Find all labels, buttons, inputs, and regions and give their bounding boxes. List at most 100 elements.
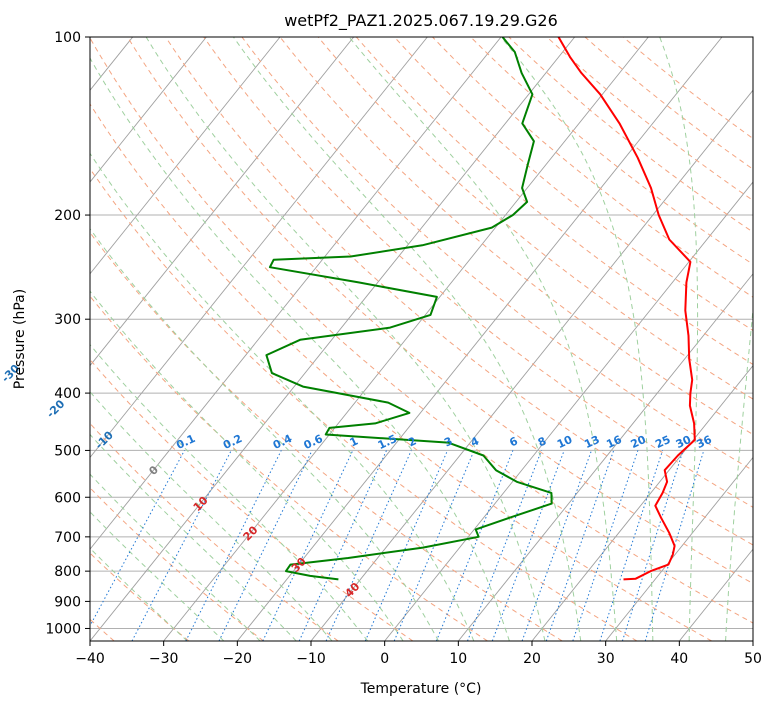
moist-adiabat-line — [90, 343, 369, 641]
mixing-ratio-line — [393, 450, 475, 641]
mixing-ratio-line — [599, 450, 664, 641]
dry-adiabat-line — [546, 37, 753, 202]
chart-title: wetPf2_PAZ1.2025.067.19.29.G26 — [284, 11, 558, 31]
dry-adiabat-line — [279, 37, 753, 435]
dry-adiabat-line — [394, 37, 753, 332]
mixing-ratio-line — [325, 450, 412, 641]
dry-adiabat-line — [90, 37, 753, 624]
y-tick-label: 100 — [54, 30, 81, 46]
isotherm-line — [752, 640, 753, 641]
x-tick-label: −20 — [223, 651, 253, 667]
dry-adiabat-line — [90, 167, 638, 641]
moist-adiabat-line — [90, 290, 404, 641]
mixing-ratio-line — [364, 450, 448, 641]
mixing-ratio-label: 13 — [582, 433, 601, 451]
x-tick-label: −40 — [75, 651, 105, 667]
mixing-ratio-line — [298, 450, 387, 641]
x-axis-label: Temperature (°C) — [360, 681, 482, 697]
x-tick-label: 50 — [744, 651, 762, 667]
mixing-ratio-line — [435, 450, 514, 641]
y-tick-label: 600 — [54, 490, 81, 506]
mixing-ratio-line — [572, 450, 639, 641]
isotherm-line — [531, 364, 753, 641]
moist-adiabat-line — [232, 37, 582, 641]
isotherm-line — [0, 37, 59, 641]
isotherm-line — [163, 37, 649, 641]
dry-adiabat-line — [90, 103, 712, 641]
dry-adiabat-line — [90, 422, 339, 641]
isotherm-line — [678, 548, 753, 641]
mixing-ratio-label: 25 — [653, 433, 672, 451]
x-tick-label: 20 — [523, 651, 541, 667]
y-tick-label: 200 — [54, 208, 81, 224]
y-tick-label: 900 — [54, 594, 81, 610]
isotherm-line — [457, 273, 753, 641]
dry-adiabat-line — [90, 487, 264, 641]
mixing-ratio-line — [644, 450, 705, 641]
temperature-profile-line — [557, 37, 696, 581]
mixing-ratio-label: 0.1 — [174, 432, 197, 452]
background-lines — [0, 37, 753, 641]
moist-adiabat-line — [500, 37, 654, 641]
dry-adiabat-line — [90, 552, 190, 641]
mixing-ratio-line — [467, 450, 542, 641]
moist-adiabat-line — [90, 547, 188, 641]
y-axis-label: Pressure (hPa) — [12, 289, 28, 389]
dewpoint-profile-line — [265, 37, 553, 581]
x-tick-label: 10 — [449, 651, 467, 667]
profile-lines — [265, 37, 696, 581]
mixing-ratio-label: 8 — [536, 435, 548, 450]
y-tick-label: 800 — [54, 564, 81, 580]
isopleth-labels: 0.10.20.40.611.52346810131620253036-100-… — [0, 362, 714, 600]
y-axis: 100 200 300 400 500 600 700 800 900 1000 — [45, 30, 90, 638]
dry-adiabat-line — [508, 37, 753, 233]
mixing-ratio-label: 30 — [674, 433, 694, 451]
x-tick-label: 40 — [670, 651, 688, 667]
mixing-ratio-line — [218, 450, 313, 641]
isotherm-line — [90, 37, 576, 641]
mixing-ratio-line — [621, 450, 684, 641]
mixing-ratio-label: 0.4 — [271, 432, 294, 452]
mixing-ratio-label: 1.5 — [376, 432, 399, 452]
mixing-ratio-label: 0.2 — [221, 432, 244, 452]
mixing-ratio-line — [521, 450, 592, 641]
moist-adiabat-line — [90, 391, 333, 641]
dry-adiabat-line — [584, 37, 753, 170]
moist-adiabat-line — [90, 433, 297, 641]
mixing-ratio-label: 0.6 — [302, 432, 325, 452]
x-axis: −40 −30 −20 −10 0 10 20 30 40 50 — [75, 641, 762, 667]
plot-frame — [89, 36, 754, 642]
y-tick-label: 700 — [54, 530, 81, 546]
moist-adiabat-line — [90, 227, 439, 641]
y-tick-label: 1000 — [45, 622, 81, 638]
moist-adiabat-line — [659, 37, 699, 641]
mixing-ratio-label: 2 — [406, 435, 418, 450]
isotherm-line — [90, 37, 428, 459]
moist-adiabat-line — [725, 304, 753, 641]
x-tick-label: −30 — [149, 651, 179, 667]
x-tick-label: −10 — [296, 651, 326, 667]
y-tick-label: 500 — [54, 443, 81, 459]
dry-adiabat-line — [165, 37, 753, 546]
dry-adiabat-line — [317, 37, 753, 400]
isotherm-line — [605, 456, 753, 641]
dry-adiabat-line — [90, 358, 414, 641]
y-tick-label: 300 — [54, 312, 81, 328]
dry-adiabat-line — [90, 295, 488, 641]
isotherm-line — [310, 89, 753, 641]
dry-adiabat-label: 10 — [191, 494, 211, 514]
moist-adiabat-line — [90, 152, 475, 641]
moist-adiabat-line — [90, 57, 510, 641]
isotherm-line — [90, 37, 355, 367]
isotherm-line — [236, 37, 723, 641]
y-tick-label: 400 — [54, 386, 81, 402]
mixing-ratio-label: 10 — [555, 433, 575, 451]
dry-adiabat-line — [90, 231, 563, 641]
mixing-ratio-line — [90, 450, 185, 627]
x-tick-label: 30 — [597, 651, 615, 667]
mixing-ratio-line — [545, 450, 615, 641]
mixing-ratio-label: 16 — [604, 433, 624, 451]
mixing-ratio-label: 3 — [442, 435, 454, 450]
moist-adiabat-line — [90, 473, 261, 641]
